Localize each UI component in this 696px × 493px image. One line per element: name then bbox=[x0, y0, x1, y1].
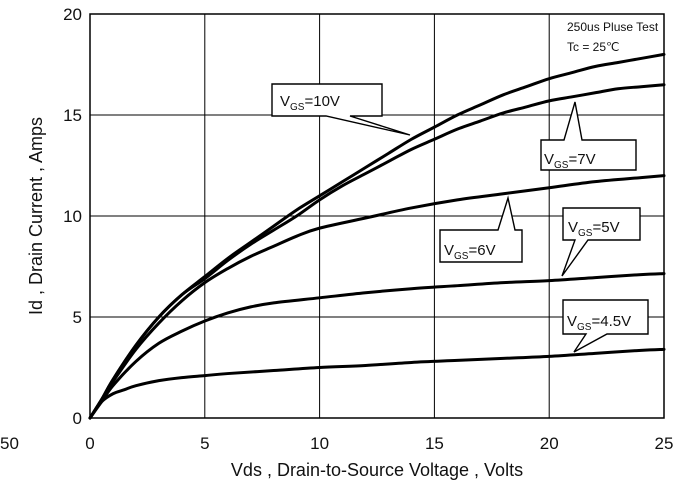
y-tick-labels: 0 5 10 15 20 bbox=[63, 5, 82, 428]
series-line-vgs-5v bbox=[88, 272, 666, 420]
plot-frame bbox=[89, 13, 665, 419]
temp-note: Tc = 25℃ bbox=[567, 40, 620, 54]
svg-text:VGS=6V: VGS=6V bbox=[444, 242, 496, 262]
x-tick-label: 20 bbox=[540, 434, 559, 453]
y-axis-label: Id , Drain Current , Amps bbox=[26, 117, 46, 315]
y-tick-label: 15 bbox=[63, 106, 82, 125]
y-tick-label: 10 bbox=[63, 207, 82, 226]
svg-text:VGS=4.5V: VGS=4.5V bbox=[567, 313, 631, 333]
callout-vgs-4-5v: VGS=4.5V bbox=[562, 299, 649, 353]
callout-vgs-6v: VGS=6V bbox=[439, 195, 523, 263]
test-note: 250us Pluse Test bbox=[567, 20, 659, 34]
svg-text:VGS=10V: VGS=10V bbox=[280, 93, 340, 113]
svg-text:VGS=5V: VGS=5V bbox=[568, 219, 620, 239]
stray-label: 50 bbox=[0, 434, 19, 453]
x-tick-label: 25 bbox=[655, 434, 674, 453]
x-tick-label: 10 bbox=[310, 434, 329, 453]
series-line-vgs-6v bbox=[88, 174, 666, 420]
y-tick-label: 20 bbox=[63, 5, 82, 24]
y-tick-label: 5 bbox=[73, 308, 82, 327]
x-tick-label: 15 bbox=[425, 434, 444, 453]
series-line-vgs-4-5v bbox=[88, 347, 666, 420]
x-tick-label: 0 bbox=[85, 434, 94, 453]
x-tick-label: 5 bbox=[200, 434, 209, 453]
svg-text:VGS=7V: VGS=7V bbox=[544, 151, 596, 171]
callout-vgs-10v: VGS=10V bbox=[271, 83, 411, 136]
callout-vgs-5v: VGS=5V bbox=[561, 207, 641, 277]
y-tick-label: 0 bbox=[73, 409, 82, 428]
series-curves bbox=[88, 52, 666, 420]
series-line-vgs-7v bbox=[88, 83, 666, 420]
callout-vgs-7v: VGS=7V bbox=[540, 101, 637, 171]
x-tick-labels: 0 5 10 15 20 25 bbox=[85, 434, 673, 453]
x-axis-label: Vds , Drain-to-Source Voltage , Volts bbox=[231, 460, 523, 480]
